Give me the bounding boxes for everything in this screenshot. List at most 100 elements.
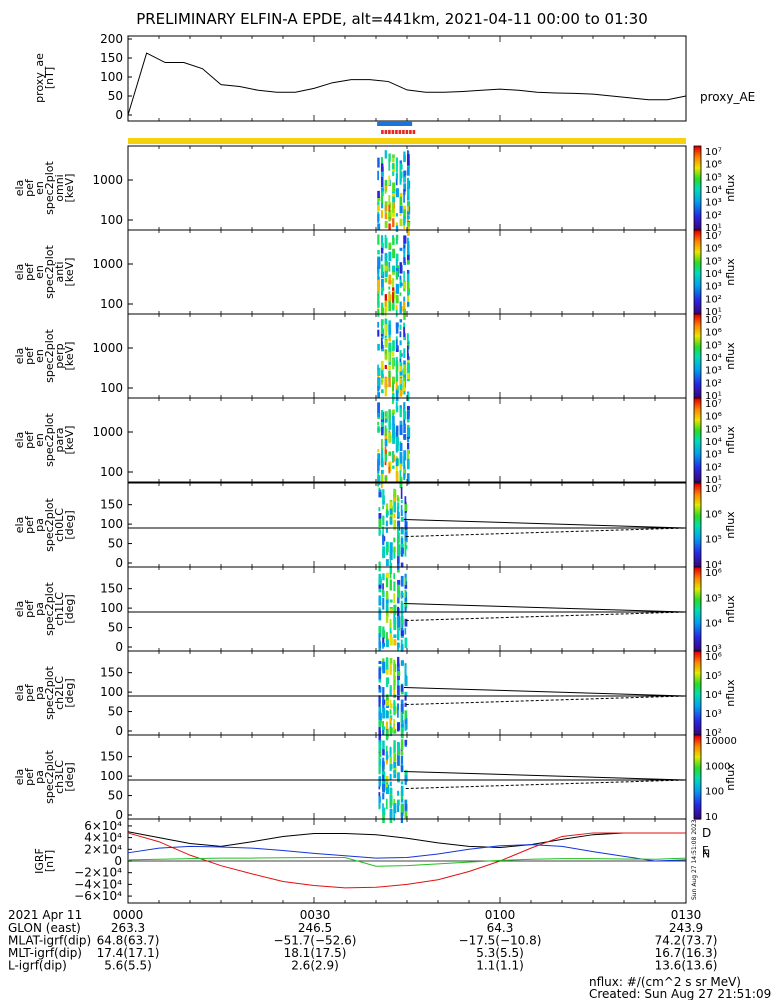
- colorbar-segment: [694, 497, 701, 501]
- spectrogram-bin: [397, 631, 400, 639]
- y-tick-label: 0: [115, 556, 123, 570]
- spectrogram-bin: [403, 450, 407, 461]
- colorbar-segment: [694, 600, 701, 604]
- spectrogram-bin: [407, 273, 409, 282]
- colorbar-segment: [694, 188, 701, 191]
- colorbar-segment: [694, 385, 701, 389]
- spectrogram-bin: [384, 201, 388, 208]
- y-tick-label: 150: [100, 750, 123, 764]
- colorbar-segment: [694, 410, 701, 414]
- colorbar-segment: [694, 655, 701, 658]
- y-axis-label: omni: [53, 174, 66, 201]
- colorbar-segment: [694, 537, 701, 541]
- spectrogram-bin: [388, 409, 391, 419]
- colorbar-tick-label: 10000: [705, 736, 737, 747]
- ephemeris-value: 64.8(63.7): [97, 934, 160, 948]
- spectrogram-bin: [404, 577, 407, 585]
- spectrogram-bin: [382, 793, 385, 800]
- spectrogram-bin: [377, 321, 379, 328]
- colorbar-tick-label: 10⁴: [705, 690, 722, 701]
- y-tick-label: 50: [108, 89, 123, 103]
- y-axis-label: ch1LC: [53, 592, 66, 626]
- spectrogram-bin: [404, 496, 407, 506]
- colorbar-segment: [694, 661, 701, 665]
- spectrogram-bin: [380, 242, 384, 250]
- spectrogram-bin: [393, 699, 396, 712]
- spectrogram-bin: [388, 415, 391, 427]
- colorbar-segment: [694, 716, 701, 719]
- spectrogram-bin: [403, 191, 405, 203]
- spectrogram-bin: [403, 211, 406, 219]
- spectrogram-bin: [380, 307, 385, 316]
- spectrogram-bin: [384, 412, 387, 417]
- spectrogram-bin: [378, 561, 381, 572]
- colorbar-segment: [694, 791, 701, 795]
- spectrogram-bin: [392, 340, 395, 351]
- spectrogram-bin: [385, 598, 389, 604]
- blue-zone-bar: [377, 121, 413, 126]
- spectrogram-bin: [393, 581, 396, 592]
- spectrogram-bin: [385, 541, 389, 548]
- spectrogram-bin: [384, 377, 388, 388]
- red-zone-segment: [395, 130, 398, 134]
- spectrogram-bin: [388, 338, 391, 342]
- y-axis-label: spec2plot: [43, 498, 56, 552]
- spectrogram-bin: [388, 286, 391, 290]
- spectrogram-bin: [382, 505, 384, 510]
- igrf-legend-d: D: [702, 826, 711, 840]
- y-tick-label: 100: [100, 70, 123, 84]
- spectrogram-bin: [399, 164, 403, 170]
- spectrogram-bin: [392, 451, 395, 463]
- spectrogram-bin: [393, 728, 397, 734]
- spectrogram-bin: [397, 579, 401, 585]
- colorbar-segment: [694, 508, 701, 511]
- y-tick-label: 150: [100, 498, 123, 512]
- spectrogram-bin: [382, 774, 384, 781]
- spectrogram-bin: [380, 426, 384, 436]
- colorbar-segment: [694, 800, 701, 803]
- spectrogram-bin: [382, 534, 385, 544]
- colorbar-tick-label: 10³: [705, 644, 722, 655]
- colorbar-segment: [694, 613, 701, 616]
- spectrogram-bin: [403, 216, 406, 226]
- colorbar-segment: [694, 433, 701, 437]
- spectrogram-bin: [378, 786, 381, 790]
- y-tick-label: 50: [108, 705, 123, 719]
- colorbar-segment: [694, 221, 701, 225]
- colorbar-segment: [694, 751, 701, 755]
- colorbar-segment: [694, 636, 701, 639]
- colorbar-segment: [694, 362, 701, 365]
- spectrogram-bin: [393, 688, 396, 699]
- spectrogram-bin: [395, 308, 398, 317]
- colorbar-segment: [694, 467, 701, 470]
- spectrogram-bin: [393, 593, 396, 603]
- spectrogram-bin: [403, 381, 406, 392]
- spectrogram-bin: [377, 223, 381, 230]
- ephemeris-row-label: GLON (east): [8, 921, 81, 935]
- spectrogram-bin: [385, 664, 389, 670]
- y-axis-label: proxy_ae: [33, 53, 46, 103]
- y-axis-label: [deg]: [63, 594, 76, 623]
- colorbar-segment: [694, 606, 701, 610]
- proxy-ae-panel: 200 150 100 50 0 proxy_ae[nT] proxy_AE: [33, 32, 755, 122]
- colorbar-segment: [694, 393, 701, 397]
- colorbar-segment: [694, 446, 701, 449]
- colorbar-segment: [694, 175, 701, 179]
- colorbar-segment: [694, 183, 701, 187]
- colorbar-tick-label: 10³: [705, 198, 722, 209]
- colorbar-segment: [694, 444, 701, 447]
- colorbar-tick-label: 10⁷: [705, 399, 722, 410]
- spectrogram-bin: [403, 301, 406, 311]
- spectrogram-bin: [389, 508, 393, 515]
- colorbar-segment: [694, 714, 701, 717]
- spectrogram-bin: [377, 461, 380, 471]
- colorbar-segment: [694, 456, 701, 460]
- y-tick-label: 1000: [92, 173, 123, 187]
- colorbar-tick-label: 10³: [705, 366, 722, 377]
- colorbar-segment: [694, 529, 701, 532]
- spectrogram-bin: [392, 298, 395, 311]
- spectrogram-bin: [392, 412, 395, 419]
- spectrogram-bin: [377, 367, 381, 376]
- colorbar-segment: [694, 349, 701, 353]
- spectrogram-bin: [407, 185, 410, 197]
